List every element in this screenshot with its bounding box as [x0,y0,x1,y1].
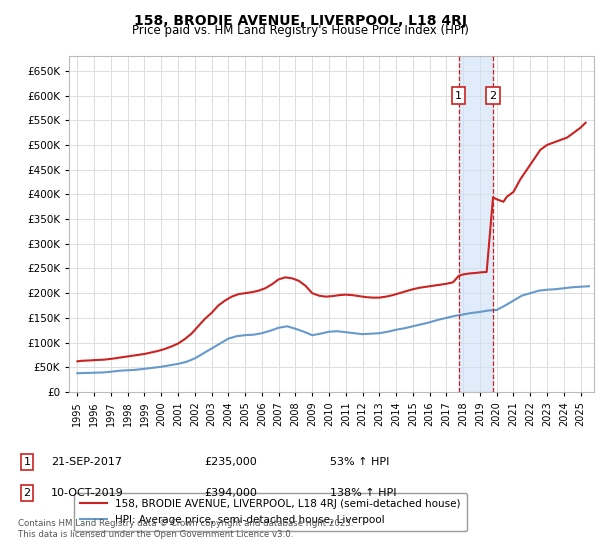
Text: 138% ↑ HPI: 138% ↑ HPI [330,488,397,498]
Bar [458,56,493,392]
Text: 2: 2 [490,91,497,101]
Text: This data is licensed under the Open Government Licence v3.0.: This data is licensed under the Open Gov… [18,530,293,539]
Text: 10-OCT-2019: 10-OCT-2019 [51,488,124,498]
Text: £394,000: £394,000 [204,488,257,498]
Text: £235,000: £235,000 [204,457,257,467]
Text: 21-SEP-2017: 21-SEP-2017 [51,457,122,467]
Text: 1: 1 [455,91,462,101]
Text: 1: 1 [23,457,31,467]
Text: Contains HM Land Registry data © Crown copyright and database right 2025.: Contains HM Land Registry data © Crown c… [18,519,353,528]
Text: 158, BRODIE AVENUE, LIVERPOOL, L18 4RJ: 158, BRODIE AVENUE, LIVERPOOL, L18 4RJ [133,14,467,28]
Legend: 158, BRODIE AVENUE, LIVERPOOL, L18 4RJ (semi-detached house), HPI: Average price: 158, BRODIE AVENUE, LIVERPOOL, L18 4RJ (… [74,493,467,531]
Text: 2: 2 [23,488,31,498]
Text: Price paid vs. HM Land Registry's House Price Index (HPI): Price paid vs. HM Land Registry's House … [131,24,469,37]
Text: 53% ↑ HPI: 53% ↑ HPI [330,457,389,467]
